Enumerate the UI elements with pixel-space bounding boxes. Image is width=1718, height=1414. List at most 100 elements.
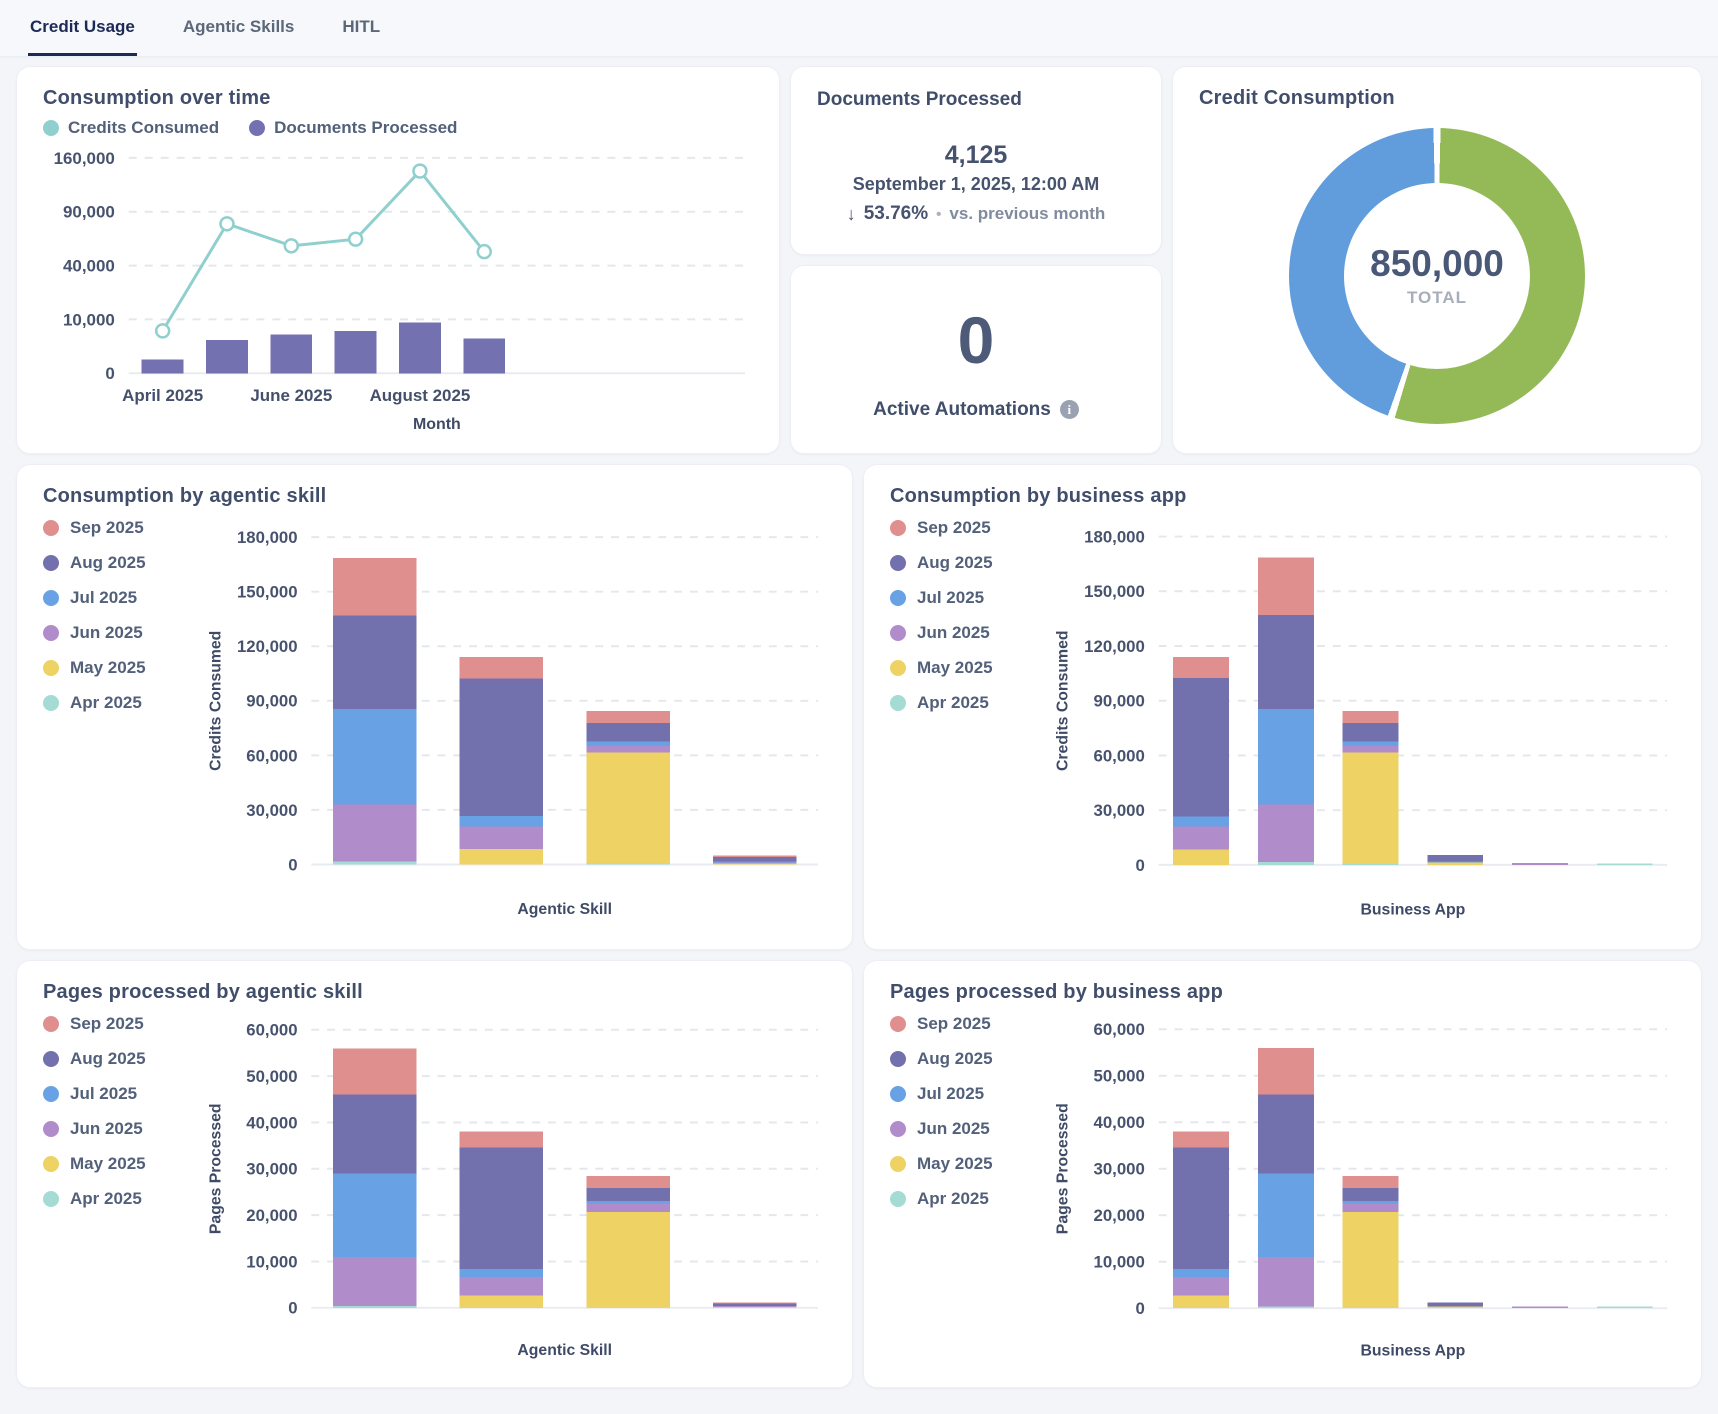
legend-dot bbox=[890, 1121, 906, 1137]
legend-item: Jul 2025 bbox=[890, 1084, 1042, 1104]
legend-item: Credits Consumed bbox=[43, 118, 219, 138]
svg-text:90,000: 90,000 bbox=[63, 203, 115, 222]
dashboard: Consumption over time Credits Consumed Do… bbox=[0, 58, 1718, 1400]
credit-consumption-card: Credit Consumption 850,000 TOTAL bbox=[1172, 66, 1702, 454]
legend-item: Jun 2025 bbox=[43, 1119, 195, 1139]
legend-item: Aug 2025 bbox=[43, 553, 195, 573]
svg-text:Month: Month bbox=[413, 416, 461, 433]
legend-dot bbox=[890, 625, 906, 641]
legend-item: Jul 2025 bbox=[890, 588, 1042, 608]
card-title: Consumption by business app bbox=[890, 485, 1187, 507]
tab-credit-usage[interactable]: Credit Usage bbox=[28, 0, 137, 56]
tab-agentic-skills[interactable]: Agentic Skills bbox=[182, 16, 295, 36]
legend-dot bbox=[43, 1191, 59, 1207]
legend-item: Apr 2025 bbox=[890, 693, 1042, 713]
pages-by-business-app-card: Pages processed by business app Sep 2025… bbox=[863, 960, 1702, 1388]
svg-text:50,000: 50,000 bbox=[246, 1067, 297, 1086]
svg-text:150,000: 150,000 bbox=[237, 583, 298, 602]
svg-text:Credits Consumed: Credits Consumed bbox=[208, 631, 225, 771]
documents-processed-card: Documents Processed 4,125 September 1, 2… bbox=[790, 66, 1162, 255]
svg-text:June 2025: June 2025 bbox=[250, 386, 332, 405]
legend-item: Aug 2025 bbox=[43, 1049, 195, 1069]
legend-item: Apr 2025 bbox=[890, 1189, 1042, 1209]
legend-dot bbox=[890, 1156, 906, 1172]
card-title: Consumption over time bbox=[43, 87, 271, 109]
legend: Sep 2025 Aug 2025 Jul 2025 Jun 2025 May 2025… bbox=[890, 1006, 1042, 1373]
svg-text:0: 0 bbox=[288, 1299, 297, 1318]
svg-text:0: 0 bbox=[288, 855, 297, 874]
legend-item: Sep 2025 bbox=[890, 518, 1042, 538]
svg-text:60,000: 60,000 bbox=[1093, 746, 1144, 765]
card-title: Consumption by agentic skill bbox=[43, 485, 327, 507]
svg-text:180,000: 180,000 bbox=[1084, 527, 1145, 546]
donut-total-value: 850,000 bbox=[1370, 243, 1504, 284]
svg-text:10,000: 10,000 bbox=[246, 1252, 297, 1271]
legend: Sep 2025 Aug 2025 Jul 2025 Jun 2025 May 2025… bbox=[43, 1006, 195, 1373]
svg-text:60,000: 60,000 bbox=[246, 1021, 297, 1040]
consumption-by-agentic-skill-card: Consumption by agentic skill Sep 2025 Aug… bbox=[16, 464, 853, 950]
legend-item: May 2025 bbox=[43, 658, 195, 678]
svg-text:Agentic Skill: Agentic Skill bbox=[517, 1342, 612, 1359]
legend-label: Sep 2025 bbox=[70, 1014, 144, 1033]
legend-label: Aug 2025 bbox=[70, 1049, 146, 1068]
legend-label: Jul 2025 bbox=[917, 1084, 985, 1103]
svg-text:0: 0 bbox=[1136, 856, 1145, 875]
legend-label: Jun 2025 bbox=[917, 1119, 990, 1138]
legend-dot bbox=[890, 555, 906, 571]
legend-label: Jul 2025 bbox=[70, 1084, 138, 1103]
svg-text:10,000: 10,000 bbox=[63, 310, 115, 329]
pages-by-agentic-skill-chart: 0 10,000 20,000 30,000 40,000 50,000 60,000 Pag… bbox=[208, 1021, 819, 1359]
svg-text:30,000: 30,000 bbox=[246, 801, 297, 820]
legend-dot bbox=[43, 520, 59, 536]
svg-text:40,000: 40,000 bbox=[63, 257, 115, 276]
legend: Credits Consumed Documents Processed bbox=[43, 118, 753, 138]
svg-text:120,000: 120,000 bbox=[1084, 637, 1145, 656]
tab-hitl[interactable]: HITL bbox=[342, 16, 381, 36]
legend-label: Documents Processed bbox=[274, 118, 458, 137]
legend-item: Sep 2025 bbox=[890, 1014, 1042, 1034]
legend-dot bbox=[43, 695, 59, 711]
svg-text:August 2025: August 2025 bbox=[370, 386, 471, 405]
donut-total-label: TOTAL bbox=[1406, 288, 1468, 307]
legend-item: Sep 2025 bbox=[43, 1014, 195, 1034]
legend-dot bbox=[890, 695, 906, 711]
card-title: Credit Consumption bbox=[1199, 87, 1395, 109]
legend-label: Apr 2025 bbox=[70, 693, 142, 712]
legend-item: May 2025 bbox=[43, 1154, 195, 1174]
svg-text:Credits Consumed: Credits Consumed bbox=[1055, 630, 1072, 771]
svg-text:Pages Processed: Pages Processed bbox=[208, 1103, 225, 1234]
legend-dot bbox=[43, 625, 59, 641]
legend-dot bbox=[249, 120, 266, 136]
documents-processed-date: September 1, 2025, 12:00 AM bbox=[852, 174, 1100, 194]
svg-text:30,000: 30,000 bbox=[246, 1160, 297, 1179]
legend-label: Jun 2025 bbox=[70, 1119, 143, 1138]
legend-label: May 2025 bbox=[917, 1154, 993, 1173]
delta-percent: 53.76% bbox=[863, 203, 929, 224]
legend-item: May 2025 bbox=[890, 658, 1042, 678]
legend-item: May 2025 bbox=[890, 1154, 1042, 1174]
legend-dot bbox=[43, 660, 59, 676]
legend-item: Jul 2025 bbox=[43, 1084, 195, 1104]
card-title: Documents Processed bbox=[817, 89, 1022, 110]
legend-label: Jul 2025 bbox=[917, 588, 985, 607]
dot-separator: • bbox=[936, 205, 942, 223]
tab-bar: Credit Usage Agentic Skills HITL bbox=[0, 0, 1718, 58]
legend-dot bbox=[43, 1016, 59, 1032]
legend-label: Aug 2025 bbox=[917, 553, 993, 572]
svg-text:20,000: 20,000 bbox=[246, 1206, 297, 1225]
svg-text:Business App: Business App bbox=[1360, 1343, 1465, 1360]
legend-item: Aug 2025 bbox=[890, 553, 1042, 573]
info-icon[interactable]: i bbox=[1059, 400, 1079, 419]
svg-text:30,000: 30,000 bbox=[1093, 801, 1144, 820]
consumption-over-time-chart: 0 10,000 40,000 90,000 160,000 April 2025 June… bbox=[54, 149, 746, 433]
legend-item: Jun 2025 bbox=[43, 623, 195, 643]
svg-text:20,000: 20,000 bbox=[1093, 1206, 1144, 1225]
legend-label: Jun 2025 bbox=[70, 623, 143, 642]
svg-text:60,000: 60,000 bbox=[1093, 1020, 1144, 1039]
legend-dot bbox=[43, 1156, 59, 1172]
svg-text:90,000: 90,000 bbox=[1093, 692, 1144, 711]
svg-text:Agentic Skill: Agentic Skill bbox=[517, 901, 612, 918]
svg-text:April 2025: April 2025 bbox=[122, 386, 203, 405]
svg-text:150,000: 150,000 bbox=[1084, 582, 1145, 601]
card-title: Pages processed by business app bbox=[890, 981, 1223, 1003]
